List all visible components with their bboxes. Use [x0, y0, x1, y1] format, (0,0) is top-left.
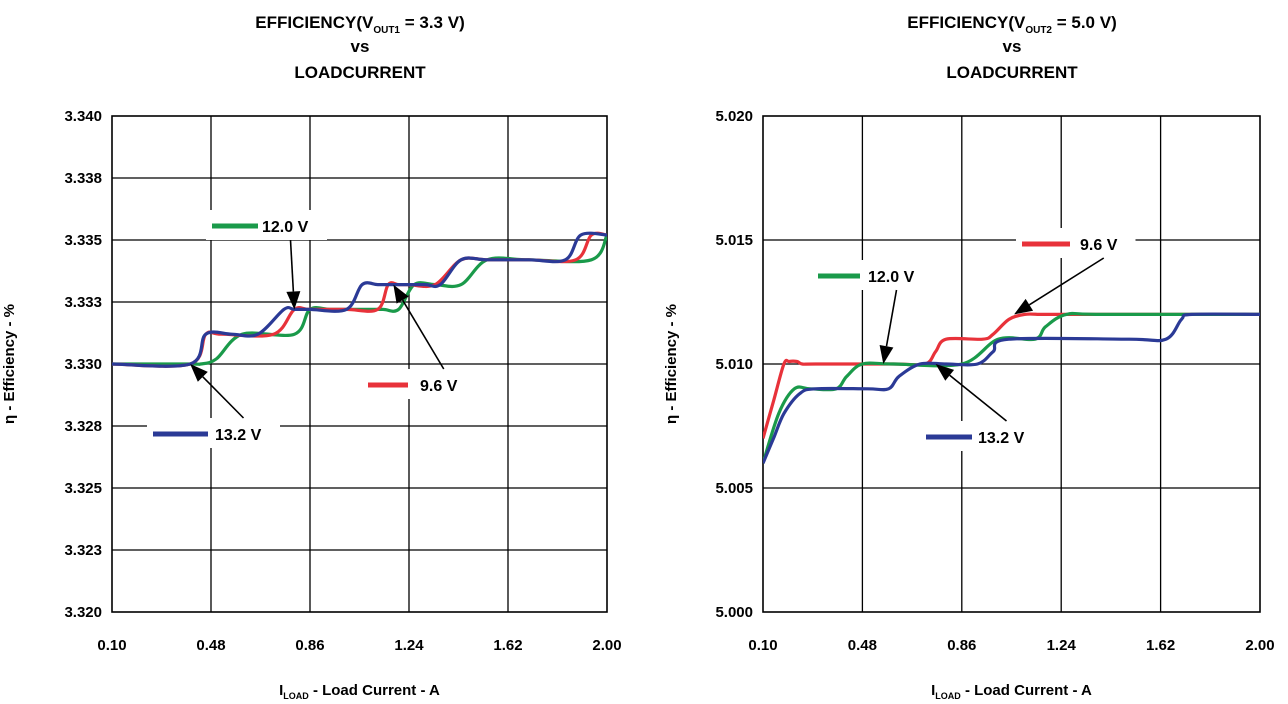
- y-tick-label: 3.328: [64, 418, 102, 435]
- series-line-13-2-V: [763, 312, 1260, 464]
- annotation-arrow-line: [949, 374, 1008, 422]
- annotation-arrow-head: [286, 291, 301, 310]
- chart-left: EFFICIENCY(VOUT1 = 3.3 V)vsLOADCURRENT0.…: [1, 13, 622, 701]
- x-tick-label: 1.24: [394, 637, 424, 654]
- x-tick-label: 2.00: [1245, 637, 1274, 654]
- x-axis-label: ILOAD - Load Current - A: [931, 682, 1092, 701]
- x-axis-label-text: - Load Current - A: [961, 682, 1092, 699]
- annotation-label: 13.2 V: [978, 430, 1025, 447]
- annotation-arrow-head: [935, 364, 955, 381]
- x-axis-label-subscript: LOAD: [283, 691, 309, 701]
- chart-title-vs: vs: [1003, 37, 1022, 56]
- annotation-label: 12.0 V: [868, 269, 915, 286]
- x-tick-label: 0.48: [196, 637, 225, 654]
- x-tick-label: 0.48: [848, 637, 877, 654]
- y-tick-label: 3.335: [64, 232, 102, 249]
- series-line-12-0-V: [763, 311, 1260, 464]
- y-tick-label: 5.005: [715, 480, 753, 497]
- title-text: EFFICIENCY(V: [907, 13, 1026, 32]
- series-line-9-6-V: [112, 231, 607, 368]
- x-axis-label-text: I: [279, 682, 283, 699]
- annotation-arrow-head: [879, 345, 894, 364]
- y-tick-label: 3.330: [64, 356, 102, 373]
- x-axis-label: ILOAD - Load Current - A: [279, 682, 440, 701]
- annotation-arrow-line: [401, 299, 445, 370]
- x-tick-label: 0.10: [97, 637, 126, 654]
- annotation-arrow-line: [289, 239, 295, 292]
- annotation-label: 9.6 V: [420, 378, 458, 395]
- title-subscript: OUT2: [1025, 25, 1052, 36]
- y-tick-label: 3.338: [64, 170, 102, 187]
- x-axis-label-text: - Load Current - A: [309, 682, 440, 699]
- chart-title: EFFICIENCY(VOUT1 = 3.3 V): [255, 13, 464, 36]
- chart-title-line3: LOADCURRENT: [946, 63, 1078, 82]
- y-tick-label: 5.010: [715, 356, 753, 373]
- y-tick-label: 5.000: [715, 604, 753, 621]
- annotation-arrow-head: [1014, 298, 1034, 315]
- series-line-12-0-V: [112, 234, 607, 366]
- annotation-arrow-head: [190, 364, 208, 382]
- title-text: EFFICIENCY(V: [255, 13, 374, 32]
- y-tick-label: 5.020: [715, 108, 753, 125]
- x-tick-label: 0.10: [748, 637, 777, 654]
- annotation-label: 9.6 V: [1080, 237, 1118, 254]
- y-tick-label: 3.340: [64, 108, 102, 125]
- y-axis-label: η - Efficiency - %: [1, 304, 18, 424]
- series-line-13-2-V: [112, 231, 607, 368]
- x-tick-label: 0.86: [947, 637, 976, 654]
- annotation-arrow-head: [393, 284, 409, 304]
- chart-title: EFFICIENCY(VOUT2 = 5.0 V): [907, 13, 1116, 36]
- y-tick-label: 5.015: [715, 232, 753, 249]
- x-tick-label: 0.86: [295, 637, 324, 654]
- title-text: = 3.3 V): [400, 13, 465, 32]
- annotation-label: 12.0 V: [262, 219, 309, 236]
- y-tick-label: 3.333: [64, 294, 102, 311]
- x-tick-label: 2.00: [592, 637, 621, 654]
- y-tick-label: 3.320: [64, 604, 102, 621]
- chart-title-vs: vs: [351, 37, 370, 56]
- plot-frame: [762, 115, 1261, 613]
- y-tick-label: 3.325: [64, 480, 102, 497]
- annotation-arrow-line: [1028, 257, 1105, 306]
- annotation-arrow-line: [202, 376, 245, 419]
- y-tick-label: 3.323: [64, 542, 102, 559]
- series-line-9-6-V: [763, 312, 1260, 439]
- x-axis-label-subscript: LOAD: [935, 691, 961, 701]
- annotation-arrow-line: [885, 289, 898, 347]
- x-tick-label: 1.24: [1047, 637, 1077, 654]
- chart-right: EFFICIENCY(VOUT2 = 5.0 V)vsLOADCURRENT0.…: [663, 13, 1275, 701]
- x-axis-label-text: I: [931, 682, 935, 699]
- chart-title-line3: LOADCURRENT: [294, 63, 426, 82]
- annotation-label: 13.2 V: [215, 427, 262, 444]
- y-axis-label: η - Efficiency - %: [663, 304, 680, 424]
- title-text: = 5.0 V): [1052, 13, 1117, 32]
- x-tick-label: 1.62: [1146, 637, 1175, 654]
- title-subscript: OUT1: [373, 25, 400, 36]
- x-tick-label: 1.62: [493, 637, 522, 654]
